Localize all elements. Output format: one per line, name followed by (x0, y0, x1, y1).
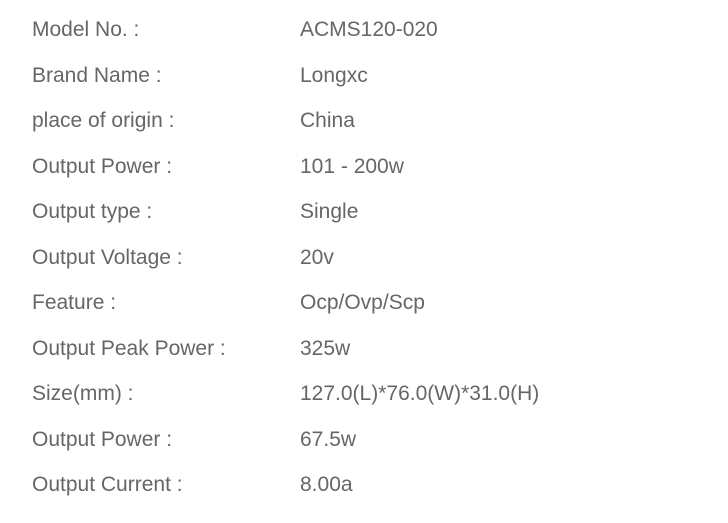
spec-label: place of origin : (32, 109, 300, 133)
spec-label: Brand Name : (32, 64, 300, 88)
spec-label: Output Peak Power : (32, 337, 300, 361)
spec-label: Output Power : (32, 155, 300, 179)
spec-value: 127.0(L)*76.0(W)*31.0(H) (300, 382, 539, 406)
spec-value: 101 - 200w (300, 155, 404, 179)
spec-label: Model No. : (32, 18, 300, 42)
spec-row: Output Peak Power : 325w (32, 337, 728, 383)
spec-row: Output Power : 67.5w (32, 428, 728, 474)
spec-label: Output Current : (32, 473, 300, 497)
spec-row: Output Voltage : 20v (32, 246, 728, 292)
spec-value: Longxc (300, 64, 368, 88)
spec-value: Single (300, 200, 358, 224)
spec-row: Output Current : 8.00a (32, 473, 728, 519)
spec-label: Output Power : (32, 428, 300, 452)
spec-table: Model No. : ACMS120-020 Brand Name : Lon… (32, 18, 728, 519)
spec-row: Model No. : ACMS120-020 (32, 18, 728, 64)
spec-label: Size(mm) : (32, 382, 300, 406)
spec-label: Output type : (32, 200, 300, 224)
spec-value: 20v (300, 246, 334, 270)
spec-value: Ocp/Ovp/Scp (300, 291, 425, 315)
spec-value: ACMS120-020 (300, 18, 438, 42)
spec-row: Output Power : 101 - 200w (32, 155, 728, 201)
spec-row: Feature : Ocp/Ovp/Scp (32, 291, 728, 337)
spec-value: 325w (300, 337, 350, 361)
spec-row: place of origin : China (32, 109, 728, 155)
spec-value: 67.5w (300, 428, 356, 452)
spec-row: Output type : Single (32, 200, 728, 246)
spec-value: 8.00a (300, 473, 353, 497)
spec-row: Size(mm) : 127.0(L)*76.0(W)*31.0(H) (32, 382, 728, 428)
spec-value: China (300, 109, 355, 133)
spec-label: Output Voltage : (32, 246, 300, 270)
spec-label: Feature : (32, 291, 300, 315)
spec-row: Brand Name : Longxc (32, 64, 728, 110)
